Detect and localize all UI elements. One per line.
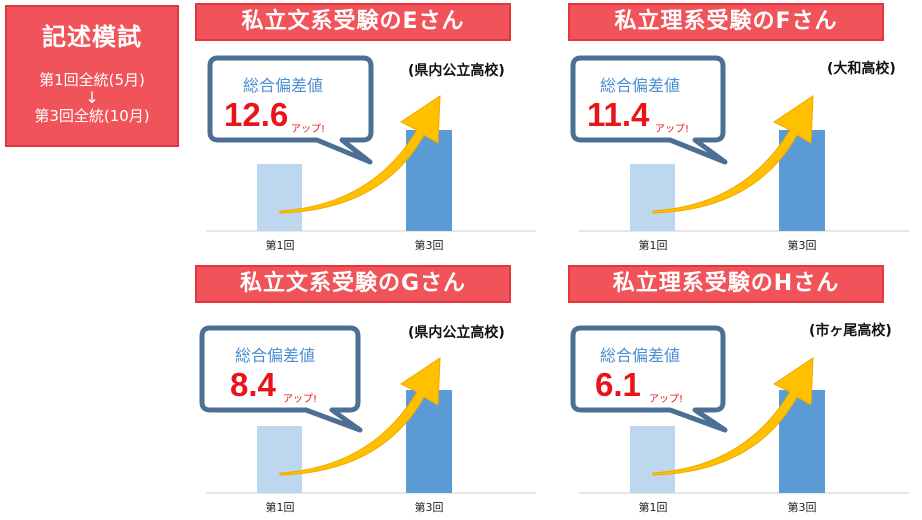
- school-name: (県内公立高校): [408, 325, 505, 341]
- callout-label: 総合偏差値: [235, 346, 316, 365]
- chart-svg: [570, 325, 909, 494]
- chart-panel-h: 私立理系受験のHさん (市ヶ尾高校) 総合偏差値 6.1 アップ! 第1回 第3…: [565, 262, 915, 517]
- callout-suffix: アップ!: [655, 124, 690, 135]
- side-title: 記述模試: [42, 23, 142, 51]
- panel-title: 私立文系受験のEさん: [195, 3, 511, 41]
- growth-arrow-icon: [279, 357, 441, 476]
- panel-title: 私立理系受験のHさん: [568, 265, 884, 303]
- school-name: (市ヶ尾高校): [809, 323, 892, 339]
- callout-suffix: アップ!: [649, 394, 684, 405]
- growth-arrow-icon: [279, 95, 441, 214]
- tick-third: 第3回: [414, 501, 444, 514]
- tick-third: 第3回: [787, 239, 817, 252]
- callout-label: 総合偏差値: [600, 76, 681, 95]
- tick-first: 第1回: [638, 239, 668, 252]
- bar-first: [257, 426, 302, 493]
- bar-first: [257, 164, 302, 231]
- mock-exam-summary-box: 記述模試 第1回全統(5月) ↓ 第3回全統(10月): [5, 5, 179, 147]
- callout-value: 11.4: [587, 96, 650, 133]
- chart-svg: [199, 325, 536, 494]
- tick-third: 第3回: [787, 501, 817, 514]
- chart-svg: [206, 55, 536, 232]
- callout-bubble: [570, 55, 728, 165]
- tick-first: 第1回: [638, 501, 668, 514]
- bar-first: [630, 426, 675, 493]
- callout-bubble: [199, 325, 363, 433]
- callout-value: 8.4: [230, 366, 276, 403]
- callout-bubble: [207, 55, 374, 165]
- callout-value: 12.6: [224, 96, 289, 133]
- tick-third: 第3回: [414, 239, 444, 252]
- chart-panel-g: 私立文系受験のGさん (県内公立高校) 総合偏差値 8.4 アップ! 第1回 第…: [192, 262, 542, 517]
- callout-value: 6.1: [595, 366, 641, 403]
- school-name: (県内公立高校): [408, 63, 505, 79]
- school-name: (大和高校): [827, 61, 896, 77]
- callout-label: 総合偏差値: [600, 346, 681, 365]
- growth-arrow-icon: [652, 95, 814, 214]
- bar-first: [630, 164, 675, 231]
- side-third-exam: 第3回全統(10月): [34, 107, 150, 125]
- panel-title: 私立理系受験のFさん: [568, 3, 884, 41]
- chart-svg: [570, 55, 909, 232]
- growth-arrow-icon: [652, 357, 814, 476]
- chart-panel-e: 私立文系受験のEさん (県内公立高校) 総合偏差値 12.6 アップ! 第1回 …: [192, 0, 542, 255]
- callout-suffix: アップ!: [291, 124, 326, 135]
- tick-first: 第1回: [265, 501, 295, 514]
- chart-panel-f: 私立理系受験のFさん (大和高校) 総合偏差値 11.4 アップ! 第1回 第3…: [565, 0, 915, 255]
- callout-label: 総合偏差値: [243, 76, 324, 95]
- down-arrow-icon: ↓: [85, 88, 99, 107]
- tick-first: 第1回: [265, 239, 295, 252]
- panel-title: 私立文系受験のGさん: [195, 265, 511, 303]
- callout-suffix: アップ!: [283, 394, 318, 405]
- callout-bubble: [570, 325, 728, 433]
- side-first-exam: 第1回全統(5月): [39, 71, 145, 89]
